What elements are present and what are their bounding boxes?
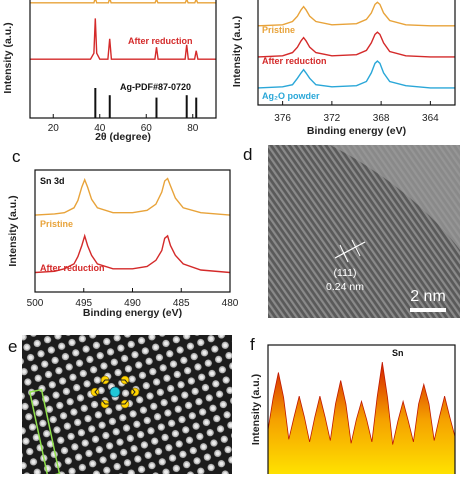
- x-axis-label: 2θ (degree): [95, 131, 151, 143]
- x-tick-label: 40: [94, 123, 106, 134]
- chart-panel: Intensity (a.u.) f Sn: [250, 335, 456, 477]
- x-tick-label: 364: [422, 113, 439, 124]
- chart-panel: Pristine After reduction 500 495 490 485 480 Bi…: [7, 147, 239, 319]
- x-tick-label: 60: [141, 123, 153, 134]
- axes-frame: [34, 169, 231, 293]
- y-axis-label: Intensity (a.u.): [7, 195, 19, 266]
- chart-panel: After reduction Ag-PDF#87-0720 20 40 60 80 2θ …: [2, 0, 217, 143]
- x-tick-label: 368: [373, 113, 390, 124]
- x-tick-label: 372: [324, 113, 341, 124]
- annotation: Sn: [392, 348, 404, 358]
- axes-frame: [29, 0, 217, 119]
- series-label: Pristine: [262, 25, 295, 35]
- chart-panel: Pristine After reduction Ag₂O powder 376 372…: [231, 0, 456, 137]
- x-tick-label: 485: [173, 298, 190, 309]
- plot-area: [258, 1, 455, 89]
- plane-label: (111): [334, 267, 357, 279]
- x-tick-label: 376: [274, 113, 291, 124]
- plot-area: [30, 0, 216, 118]
- x-tick-label: 500: [27, 298, 44, 309]
- spectrum-line: [258, 31, 455, 58]
- x-axis-label: Binding energy (eV): [307, 125, 406, 137]
- y-axis-label: Intensity (a.u.): [250, 374, 262, 445]
- stem-image: [22, 335, 232, 478]
- x-tick-label: 480: [222, 298, 239, 309]
- x-axis-label: Binding energy (eV): [83, 307, 182, 319]
- series-label: After reduction: [262, 56, 327, 66]
- tem-image: [268, 145, 460, 318]
- x-tick-label: 490: [124, 298, 141, 309]
- spacing-label: 0.24 nm: [326, 281, 364, 293]
- profile-area: [268, 361, 455, 476]
- x-tick-label: 80: [187, 123, 199, 134]
- plot-area: [35, 177, 230, 274]
- series-label: Pristine: [40, 219, 73, 229]
- spectrum-line: [258, 60, 455, 89]
- y-axis-label: Intensity (a.u.): [231, 16, 243, 87]
- panel-label: d: [243, 145, 252, 164]
- panel-label: c: [12, 147, 21, 166]
- spectrum-line: [258, 1, 455, 27]
- x-tick-label: 20: [48, 123, 60, 134]
- plot-area: [268, 361, 455, 476]
- annotation: Sn 3d: [40, 176, 65, 186]
- spectrum-line: [35, 177, 230, 216]
- series-label: Ag₂O powder: [262, 91, 320, 101]
- x-tick-label: 495: [75, 298, 92, 309]
- spectrum-line: [30, 0, 216, 4]
- spectrum-line: [30, 18, 216, 60]
- panel-label: e: [8, 337, 17, 356]
- spectrum-line: [35, 233, 230, 274]
- scale-label: 2 nm: [410, 288, 446, 305]
- series-label: Ag-PDF#87-0720: [120, 82, 191, 92]
- series-label: After reduction: [40, 263, 105, 273]
- y-axis-label: Intensity (a.u.): [2, 22, 14, 93]
- axes-frame: [257, 0, 456, 106]
- panel-label: f: [250, 335, 255, 354]
- series-label: After reduction: [128, 36, 193, 46]
